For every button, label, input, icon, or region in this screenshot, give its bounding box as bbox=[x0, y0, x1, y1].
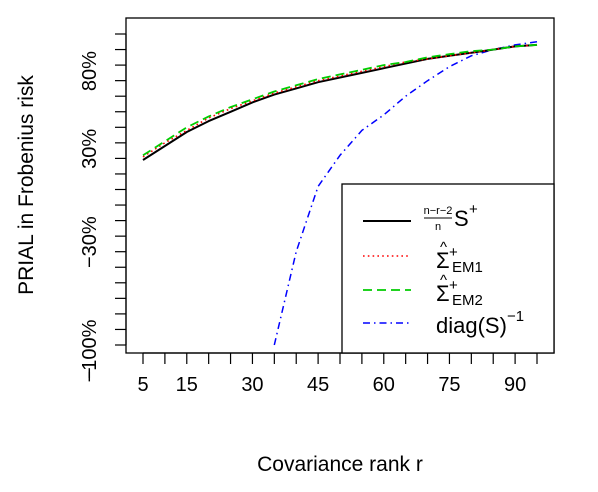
y-tick-label: 30% bbox=[79, 129, 101, 169]
legend-item-scaled-s-plus: n−r−2 n S + bbox=[424, 201, 478, 233]
legend-diag-label: diag(S) bbox=[436, 313, 507, 338]
y-tick-label-extra: − bbox=[79, 367, 101, 379]
legend-s-superscript: + bbox=[469, 201, 478, 218]
x-axis-title: Covariance rank r bbox=[257, 453, 423, 476]
series-line bbox=[142, 43, 538, 161]
legend-swatches bbox=[363, 220, 411, 324]
legend-sigma: Σ bbox=[436, 281, 450, 306]
legend-hat: ^ bbox=[440, 272, 447, 289]
x-axis: 5 15 30 45 60 75 90 bbox=[137, 352, 538, 396]
legend-fraction-denominator: n bbox=[435, 221, 441, 233]
x-tick-label: 60 bbox=[373, 374, 395, 396]
x-tick-label: 30 bbox=[241, 374, 263, 396]
legend-box bbox=[341, 183, 555, 354]
legend-item-sigma-em1: ^ Σ + EM1 bbox=[436, 239, 483, 276]
series-line bbox=[142, 44, 538, 158]
legend-s-label: S bbox=[454, 206, 469, 231]
series-line bbox=[142, 44, 538, 157]
legend-item-sigma-em2: ^ Σ + EM2 bbox=[436, 272, 483, 309]
x-tick-label: 15 bbox=[176, 374, 198, 396]
y-axis-title: PRIAL in Frobenius risk bbox=[15, 75, 38, 295]
legend: n−r−2 n S + ^ Σ + EM1 ^ Σ + EM2 diag(S) … bbox=[341, 183, 555, 354]
x-tick-label: 75 bbox=[438, 374, 460, 396]
x-tick-label: 90 bbox=[504, 374, 526, 396]
legend-sigma-superscript: + bbox=[449, 277, 458, 294]
legend-sigma: Σ bbox=[436, 248, 450, 273]
series-lines bbox=[142, 41, 538, 346]
y-tick-label: 80% bbox=[79, 51, 101, 91]
y-tick-label: −100% bbox=[79, 319, 101, 382]
legend-sigma-subscript: EM1 bbox=[452, 259, 483, 276]
y-axis: 80% 30% −30% −100%− bbox=[79, 33, 127, 382]
legend-item-diag-inverse: diag(S) −1 bbox=[436, 308, 524, 338]
x-tick-label: 45 bbox=[307, 374, 329, 396]
legend-hat: ^ bbox=[440, 239, 447, 256]
x-tick-label: 5 bbox=[137, 374, 148, 396]
legend-sigma-subscript: EM2 bbox=[452, 292, 483, 309]
legend-fraction-numerator: n−r−2 bbox=[424, 205, 453, 217]
y-tick-label: −30% bbox=[79, 216, 101, 268]
legend-sigma-superscript: + bbox=[449, 244, 458, 261]
legend-diag-superscript: −1 bbox=[507, 308, 524, 325]
